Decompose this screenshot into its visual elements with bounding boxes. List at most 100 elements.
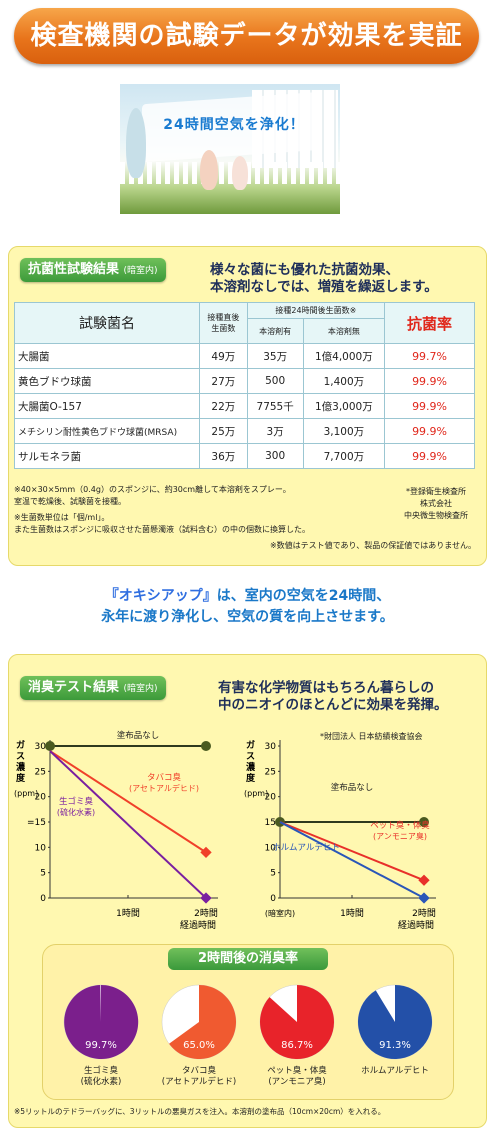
x-tick-label: 2時間 — [194, 908, 218, 919]
pie-chart: 86.7% — [259, 984, 335, 1060]
data-point — [201, 741, 211, 751]
count-with-agent: 300 — [246, 443, 304, 469]
photo-caption: 24時間空気を浄化！ — [163, 117, 305, 133]
y-tick-label: 5 — [270, 869, 276, 879]
y-tick-label: 5 — [40, 869, 46, 879]
pie-row: 99.7% 生ゴミ臭 (硫化水素) 65.0% タバコ臭 (アセトアルデヒド) 86.7% ペ… — [42, 974, 452, 1098]
product-slogan: 『オキシアップ』は、室内の空気を24時間、 永年に渡り浄化し、空気の質を向上させ… — [101, 588, 394, 625]
series-label: タバコ臭 — [147, 772, 182, 783]
count-with-agent: 7755千 — [246, 393, 304, 419]
pie-label: タバコ臭 (アセトアルデヒド) — [161, 1066, 237, 1087]
pie-slice — [64, 984, 139, 1059]
count-without-agent: 7,700万 — [302, 443, 386, 469]
y-axis-label-char: ス — [16, 751, 25, 762]
adult-figure — [126, 108, 146, 178]
pie-item: 91.3% ホルムアルデヒト — [350, 982, 440, 1077]
pie-percent: 91.3% — [379, 1040, 411, 1051]
pie-chart: 65.0% — [161, 984, 237, 1060]
x-tick-label: 1時間 — [116, 908, 140, 919]
table-row: サルモネラ菌 36万 300 7,700万 99.9% — [13, 443, 475, 469]
deodorize-rate-title: 2時間後の消臭率 — [168, 948, 328, 970]
x-tick-label: 2時間 — [412, 908, 436, 919]
pie-item: 65.0% タバコ臭 (アセトアルデヒド) — [154, 982, 244, 1088]
pie-percent: 86.7% — [281, 1040, 313, 1051]
antibacterial-tag: 抗菌性試験結果 (暗室内) — [20, 258, 166, 282]
bacteria-name: 大腸菌 — [13, 343, 201, 369]
antibacterial-rate: 99.9% — [384, 368, 475, 394]
initial-count: 22万 — [199, 393, 248, 419]
series-label: 生ゴミ臭 — [59, 796, 94, 807]
deodorize-organization: *財団法人 日本紡績検査協会 — [320, 732, 423, 741]
y-axis-label-char: ガ — [246, 739, 255, 751]
y-axis-unit: (ppm) — [14, 789, 38, 798]
deodorize-tag: 消臭テスト結果 (暗室内) — [20, 676, 166, 700]
x-tick-label: 1時間 — [340, 908, 364, 919]
count-without-agent: 1億4,000万 — [302, 343, 386, 369]
data-point — [200, 846, 212, 859]
series-line — [49, 750, 207, 854]
y-tick-label: 0 — [40, 894, 46, 904]
child-figure — [232, 156, 248, 190]
header-antibacterial-rate: 抗菌率 — [384, 302, 475, 344]
y-axis-label-char: 度 — [16, 772, 26, 784]
bacteria-name: サルモネラ菌 — [13, 443, 201, 469]
header-without-agent: 本溶剤無 — [302, 318, 386, 344]
series-label: 塗布品なし — [117, 730, 160, 741]
x-origin-label: (暗室内) — [265, 908, 295, 918]
series-line — [49, 750, 207, 899]
y-axis-unit: (ppm) — [244, 789, 268, 798]
initial-count: 25万 — [199, 418, 248, 444]
y-axis-label-char: ス — [246, 751, 255, 762]
initial-count: 49万 — [199, 343, 248, 369]
deodorize-headline: 有害な化学物質はもちろん暮らしの 中のニオイのほとんどに効果を発揮。 — [218, 680, 448, 713]
data-point — [418, 874, 430, 886]
count-without-agent: 1億3,000万 — [302, 393, 386, 419]
disclaimer-note: ※数値はテスト値であり、製品の保証値ではありません。 — [269, 541, 476, 550]
hero-photo: 24時間空気を浄化！ — [120, 84, 340, 214]
x-axis-label: 経過時間 — [398, 919, 434, 931]
y-tick-label: 10 — [265, 843, 277, 853]
x-axis-label: 経過時間 — [180, 919, 216, 931]
series-label-sub: (アンモニア臭) — [373, 831, 427, 841]
table-row: 大腸菌O-157 22万 7755千 1億3,000万 99.9% — [13, 393, 475, 419]
y-axis-label-char: ガ — [16, 739, 25, 751]
antibacterial-rate: 99.7% — [384, 343, 475, 369]
data-point — [200, 892, 212, 904]
pie-item: 86.7% ペット臭・体臭 (アンモニア臭) — [252, 982, 342, 1088]
y-tick-label: =15 — [27, 818, 46, 828]
pie-label: ペット臭・体臭 (アンモニア臭) — [267, 1066, 327, 1087]
antibacterial-rate: 99.9% — [384, 443, 475, 469]
count-with-agent: 3万 — [246, 418, 304, 444]
series-label: ホルムアルデヒト — [272, 842, 340, 853]
antibacterial-headline: 様々な菌にも優れた抗菌効果、 本溶剤なしでは、増殖を繰返します。 — [210, 262, 438, 295]
pie-item: 99.7% 生ゴミ臭 (硫化水素) — [56, 982, 146, 1088]
fence-illustration — [120, 162, 340, 184]
header-bacteria-name: 試験菌名 — [13, 302, 201, 344]
y-axis-label-char: 濃 — [246, 761, 256, 773]
y-tick-label: 30 — [265, 742, 277, 752]
testing-organization: *登録衛生検査所 株式会社 中央微生物検査所 — [404, 487, 468, 520]
data-point — [45, 741, 55, 751]
table-row: メチシリン耐性黄色ブドウ球菌(MRSA) 25万 3万 3,100万 99.9% — [13, 418, 475, 444]
y-tick-label: 0 — [270, 894, 276, 904]
pie-slice — [260, 985, 335, 1059]
bacteria-name: 黄色ブドウ球菌 — [13, 368, 201, 394]
table-row: 黄色ブドウ球菌 27万 500 1,400万 99.9% — [13, 368, 475, 394]
count-with-agent: 500 — [246, 368, 304, 394]
pie-chart: 91.3% — [357, 984, 433, 1060]
header-24h-count: 接種24時間後生菌数※ — [246, 302, 386, 319]
antibacterial-rate: 99.9% — [384, 393, 475, 419]
count-without-agent: 1,400万 — [302, 368, 386, 394]
count-without-agent: 3,100万 — [302, 418, 386, 444]
series-label-sub: (硫化水素) — [57, 807, 95, 817]
y-tick-label: 25 — [265, 767, 276, 777]
count-with-agent: 35万 — [246, 343, 304, 369]
bacteria-name: メチシリン耐性黄色ブドウ球菌(MRSA) — [13, 418, 201, 444]
data-point — [419, 817, 429, 827]
pie-percent: 99.7% — [85, 1040, 117, 1051]
series-label: 塗布品なし — [331, 782, 374, 793]
y-tick-label: 20 — [35, 793, 47, 803]
header-with-agent: 本溶剤有 — [246, 318, 304, 344]
series-line — [279, 821, 425, 899]
